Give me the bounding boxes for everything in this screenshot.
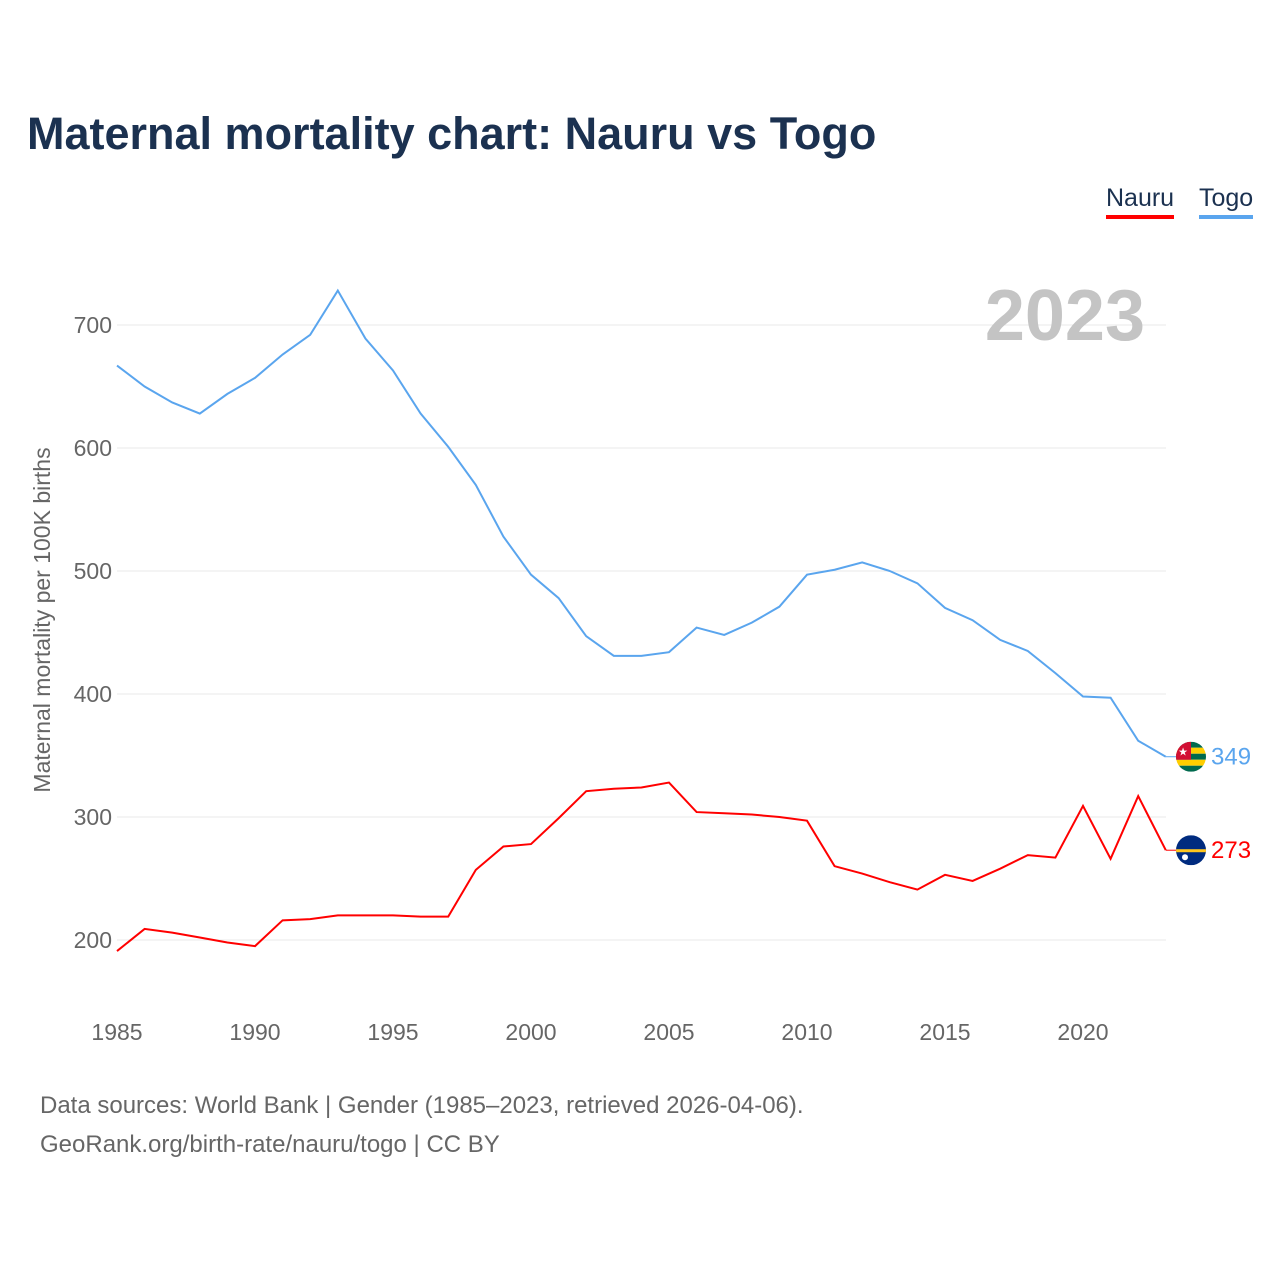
end-value-label-nauru: 273 [1211, 837, 1251, 864]
y-tick-label: 400 [74, 681, 112, 707]
legend-label-nauru: Nauru [1106, 184, 1175, 219]
y-axis-label: Maternal mortality per 100K births [29, 447, 55, 792]
footer: Data sources: World Bank | Gender (1985–… [40, 1086, 804, 1164]
series-line-nauru [116, 781, 1167, 952]
x-tick-label: 2020 [1057, 1019, 1108, 1045]
series-line-togo [116, 288, 1167, 758]
x-tick-label: 2000 [505, 1019, 556, 1045]
legend-item-togo[interactable]: Togo [1199, 184, 1254, 219]
togo-flag-icon: ★ [1176, 741, 1206, 772]
y-tick-label: 600 [74, 435, 112, 461]
svg-text:★: ★ [1178, 747, 1188, 759]
x-tick-label: 1995 [367, 1019, 418, 1045]
nauru-flag-icon [1176, 835, 1206, 866]
y-tick-label: 500 [74, 558, 112, 584]
x-tick-label: 1990 [229, 1019, 280, 1045]
x-tick-label: 2010 [781, 1019, 832, 1045]
footer-link[interactable]: GeoRank.org/birth-rate/nauru/togo | CC B… [40, 1131, 500, 1158]
x-tick-label: 2015 [919, 1019, 970, 1045]
x-tick-label: 1985 [91, 1019, 142, 1045]
y-tick-label: 300 [74, 804, 112, 830]
legend-label-togo: Togo [1199, 184, 1254, 219]
y-tick-label: 200 [74, 927, 112, 953]
year-watermark: 2023 [985, 276, 1145, 356]
end-value-label-togo: 349 [1211, 744, 1251, 771]
footer-sources: Data sources: World Bank | Gender (1985–… [40, 1092, 804, 1119]
chart-title: Maternal mortality chart: Nauru vs Togo [27, 108, 877, 159]
legend-item-nauru[interactable]: Nauru [1106, 184, 1175, 219]
x-tick-label: 2005 [643, 1019, 694, 1045]
y-tick-label: 700 [74, 312, 112, 338]
